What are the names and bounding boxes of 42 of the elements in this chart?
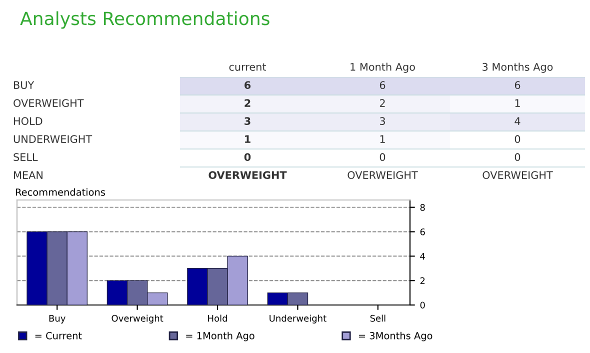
x-tick-label: 1 Month Ago — [350, 62, 415, 73]
y-tick-label: OVERWEIGHT — [14, 99, 84, 108]
data-label: 4 — [514, 117, 520, 125]
text: OVERWEIGHT — [208, 171, 287, 180]
data-label: 0 — [514, 135, 520, 144]
y-tick-label: 4 — [420, 253, 425, 260]
y-tick-label: 8 — [420, 204, 425, 211]
text: OVERWEIGHT — [482, 171, 553, 180]
x-tick-label: Overweight — [112, 314, 164, 324]
y-tick-label: SELL — [14, 153, 38, 162]
text: OVERWEIGHT — [348, 171, 418, 180]
x-tick-label: Buy — [49, 315, 66, 324]
y-tick-label: MEAN — [14, 171, 42, 179]
y-tick-label: 2 — [420, 277, 425, 284]
chart-title: Recommendations — [16, 188, 106, 196]
data-label: 6 — [514, 81, 520, 90]
x-tick-label: Underweight — [270, 314, 326, 324]
legend-label: = 1Month Ago — [186, 332, 254, 342]
data-label: 6 — [244, 81, 251, 90]
data-label: 1 — [380, 135, 385, 143]
y-tick-label: 0 — [420, 302, 425, 309]
data-label: 0 — [514, 153, 520, 162]
data-label: 1 — [245, 135, 250, 143]
legend-label: = Current — [35, 332, 82, 340]
legend-label: = 3Months Ago — [358, 332, 432, 342]
data-label: 2 — [380, 99, 385, 107]
data-label: 0 — [380, 153, 386, 162]
data-label: 2 — [244, 99, 250, 107]
y-tick-label: HOLD — [14, 117, 42, 126]
y-tick-label: BUY — [14, 81, 34, 90]
data-label: 1 — [515, 99, 520, 107]
x-tick-label: Hold — [208, 314, 227, 322]
chart-title: Analysts Recommendations — [20, 11, 270, 29]
y-tick-label: UNDERWEIGHT — [14, 135, 92, 144]
x-tick-label: Sell — [370, 314, 386, 322]
x-tick-label: current — [229, 63, 266, 71]
y-tick-label: 6 — [420, 228, 425, 236]
data-label: 6 — [380, 81, 386, 90]
data-label: 0 — [244, 153, 251, 162]
data-label: 3 — [244, 117, 250, 126]
data-label: 3 — [380, 117, 385, 126]
x-tick-label: 3 Months Ago — [482, 62, 553, 73]
